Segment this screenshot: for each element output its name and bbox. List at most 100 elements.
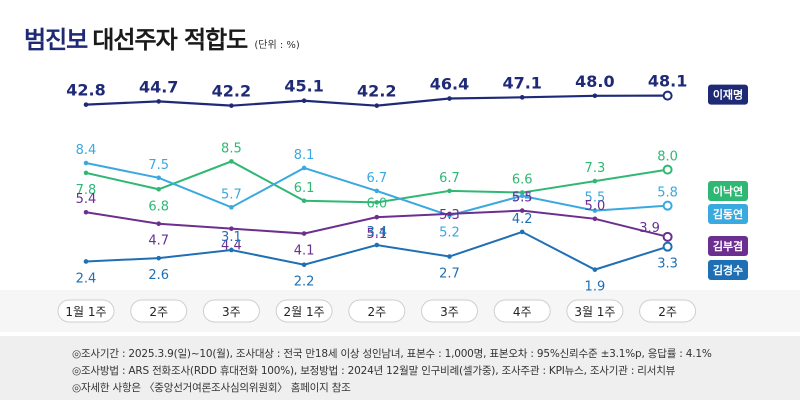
series-4-data-label: 2.6: [148, 268, 169, 283]
series-2-point: [662, 200, 673, 211]
series-0-point: [301, 98, 307, 104]
series-2-data-label: 5.5: [585, 191, 606, 206]
series-0-data-label: 42.8: [66, 81, 105, 100]
series-0-data-label: 42.2: [357, 82, 396, 101]
series-1-point: [662, 164, 673, 175]
series-0-point: [592, 93, 598, 99]
x-tick-pill: [202, 299, 260, 323]
series-3-point: [374, 214, 380, 220]
series-3-point: [592, 216, 598, 222]
series-0-data-label: 42.2: [212, 82, 251, 101]
series-0-legend-label: 이재명: [713, 88, 743, 102]
x-tick-label: 2월 1주: [284, 305, 325, 319]
title-highlight: 범진보: [24, 26, 88, 54]
series-3-legend-tag: [708, 236, 748, 256]
series-2-point: [229, 205, 234, 210]
x-tick-label: 1월 1주: [65, 305, 106, 319]
title-rest: 대선주자 적합도: [92, 26, 248, 54]
x-tick-label: 3주: [440, 305, 459, 319]
series-3-data-label: 5.3: [439, 208, 460, 223]
series-1-legend-tag: [708, 181, 748, 201]
series-3-data-label: 4.7: [148, 234, 169, 249]
series-4-point: [662, 241, 673, 252]
footer-line-survey-method: ◎조사방법 : ARS 전화조사(RDD 휴대전화 100%), 보정방법 : …: [72, 365, 676, 377]
x-tick-pill: [130, 299, 188, 323]
series-0-point: [662, 90, 673, 101]
series-4-data-label: 2.2: [294, 275, 315, 290]
series-1-point: [374, 200, 380, 205]
series-1-data-label: 6.0: [366, 196, 387, 211]
series-2-data-label: 7.5: [148, 158, 169, 173]
series-2-point: [519, 193, 525, 199]
series-4-point: [229, 247, 234, 253]
series-0-point: [156, 99, 161, 104]
series-4-data-label: 4.2: [512, 212, 533, 227]
series-1-data-label: 6.6: [512, 173, 533, 188]
series-0-point: [83, 102, 89, 107]
series-3-data-label: 3.9: [639, 221, 660, 236]
x-tick-label: 2주: [149, 305, 168, 319]
series-2-point: [83, 160, 89, 166]
series-0-point: [447, 96, 452, 101]
x-tick-label: 3월 1주: [574, 305, 615, 319]
series-4-legend-tag: [708, 260, 748, 280]
series-3-data-label: 5.5: [512, 191, 533, 206]
series-1-data-label: 7.8: [76, 183, 97, 198]
series-3-point: [519, 208, 525, 213]
series-3-point: [83, 209, 89, 215]
series-3-point: [156, 221, 161, 227]
line-chart-plot: 42.8 44.7 42.2 45.1 42.2 46.4 47.1 48.0 48.1 이재명 7…: [57, 71, 748, 323]
series-2-data-label: 5.7: [221, 187, 242, 202]
series-3-data-label: 5.4: [76, 192, 97, 207]
x-tick-label: 4주: [513, 305, 532, 319]
series-1-data-label: 6.7: [439, 171, 460, 186]
x-tick-pill: [275, 299, 333, 323]
series-1-point: [519, 190, 525, 195]
series-2-data-label: 8.1: [294, 148, 315, 163]
series-1-point: [229, 159, 234, 164]
series-0-point: [374, 103, 380, 108]
series-3-point: [229, 226, 234, 231]
series-4-point: [519, 229, 525, 235]
series-1-data-label: 8.5: [221, 141, 242, 156]
series-1-point: [83, 170, 89, 176]
x-tick-pill: [639, 299, 697, 323]
x-tick-pill: [348, 299, 406, 323]
series-4-point: [592, 267, 598, 272]
series-1-point: [447, 188, 452, 194]
x-tick-label: 2주: [367, 305, 386, 319]
series-1-data-label: 7.3: [585, 161, 606, 176]
series-4-point: [374, 242, 380, 248]
series-2-legend-label: 김동연: [713, 207, 743, 221]
series-2-data-label: 8.4: [76, 143, 97, 158]
series-4-data-label: 2.7: [439, 267, 460, 282]
series-2-point: [374, 188, 380, 194]
series-0-data-label: 48.0: [575, 72, 614, 91]
series-0-data-label: 44.7: [139, 77, 178, 96]
series-4-legend-label: 김경수: [713, 263, 743, 277]
series-4-point: [156, 255, 161, 261]
series-2-data-label: 6.7: [366, 171, 387, 186]
series-4-data-label: 3.1: [221, 230, 242, 245]
x-tick-pill: [421, 299, 478, 323]
series-2-point: [156, 175, 161, 181]
series-2-legend-tag: [708, 204, 748, 224]
series-2-data-label: 5.8: [657, 186, 678, 201]
series-1-data-label: 6.1: [294, 181, 315, 196]
series-0-point: [519, 95, 525, 100]
series-0-data-label: 46.4: [430, 75, 469, 94]
series-4-data-label: 3.3: [657, 257, 678, 272]
series-0-data-label: 47.1: [502, 73, 541, 92]
title-unit: (단위 : %): [254, 40, 300, 51]
series-1-legend-label: 이낙연: [713, 184, 743, 198]
series-1-point: [156, 186, 161, 192]
series-3-point: [447, 211, 452, 217]
series-4-point: [447, 254, 452, 259]
series-2-point: [301, 165, 307, 171]
series-1-data-label: 8.0: [657, 150, 678, 165]
series-1-data-label: 6.8: [148, 199, 169, 214]
x-tick-pill: [493, 299, 551, 323]
series-3-legend-label: 김부겸: [713, 240, 743, 253]
series-0-point: [229, 103, 234, 108]
